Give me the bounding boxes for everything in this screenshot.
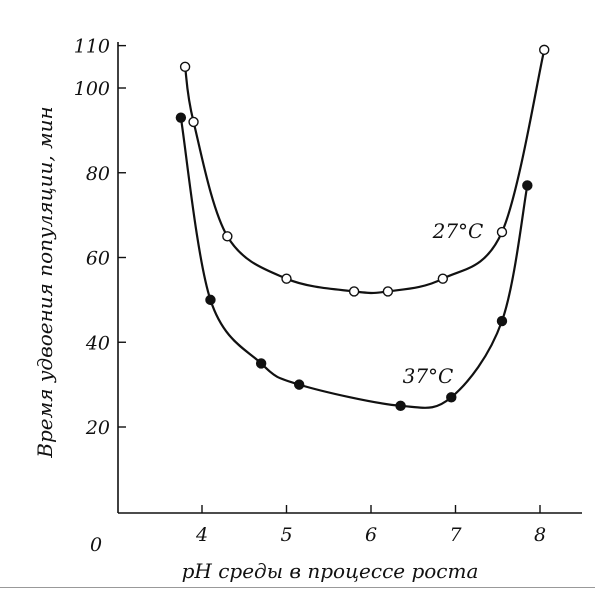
- axes: [117, 42, 582, 514]
- y-tick-label: 60: [86, 248, 110, 270]
- filled-circle-point: [175, 112, 187, 123]
- open-circle-point: [382, 286, 394, 297]
- y-axis-title: Время удвоения популяции, мин: [33, 106, 57, 458]
- filled-circle-point: [205, 294, 216, 306]
- filled-circle-point: [395, 400, 406, 412]
- filled-circle-point: [522, 180, 533, 191]
- ticks: 20 40 60 80 100 110 4 5 6 7 8: [74, 36, 546, 546]
- x-tick-label: 4: [195, 524, 208, 546]
- filled-circle-point: [293, 379, 305, 390]
- filled-circle-point: [255, 358, 267, 369]
- open-circle-point: [281, 273, 292, 284]
- open-circle-point: [539, 44, 550, 56]
- open-circle-point: [222, 231, 233, 242]
- open-circle-point: [437, 273, 449, 284]
- series-line: [179, 117, 529, 409]
- open-circle-point: [348, 286, 360, 297]
- open-circle-point: [496, 226, 508, 238]
- bottom-rule: [0, 587, 595, 588]
- filled-circle-point: [496, 315, 508, 327]
- origin-label: 0: [90, 534, 102, 556]
- open-circle-point: [179, 61, 191, 73]
- x-axis-title: pH среды в процессе роста: [182, 559, 479, 583]
- points: [175, 44, 550, 412]
- x-tick-label: 7: [449, 524, 462, 546]
- open-circle-point: [188, 116, 199, 128]
- y-tick-label: 80: [86, 163, 110, 185]
- y-tick-label: 40: [85, 332, 110, 354]
- x-tick-label: 6: [365, 524, 377, 546]
- x-tick-label: 8: [534, 524, 546, 546]
- y-tick-label: 100: [74, 78, 110, 100]
- series-label-27c: 27°C: [432, 219, 484, 243]
- series-label-37c: 37°C: [403, 364, 454, 388]
- filled-circle-point: [446, 392, 457, 403]
- y-tick-label: 110: [74, 36, 110, 58]
- y-tick-label: 20: [85, 417, 110, 439]
- x-tick-label: 5: [280, 524, 292, 546]
- series-line: [184, 49, 546, 295]
- curves: [179, 49, 546, 409]
